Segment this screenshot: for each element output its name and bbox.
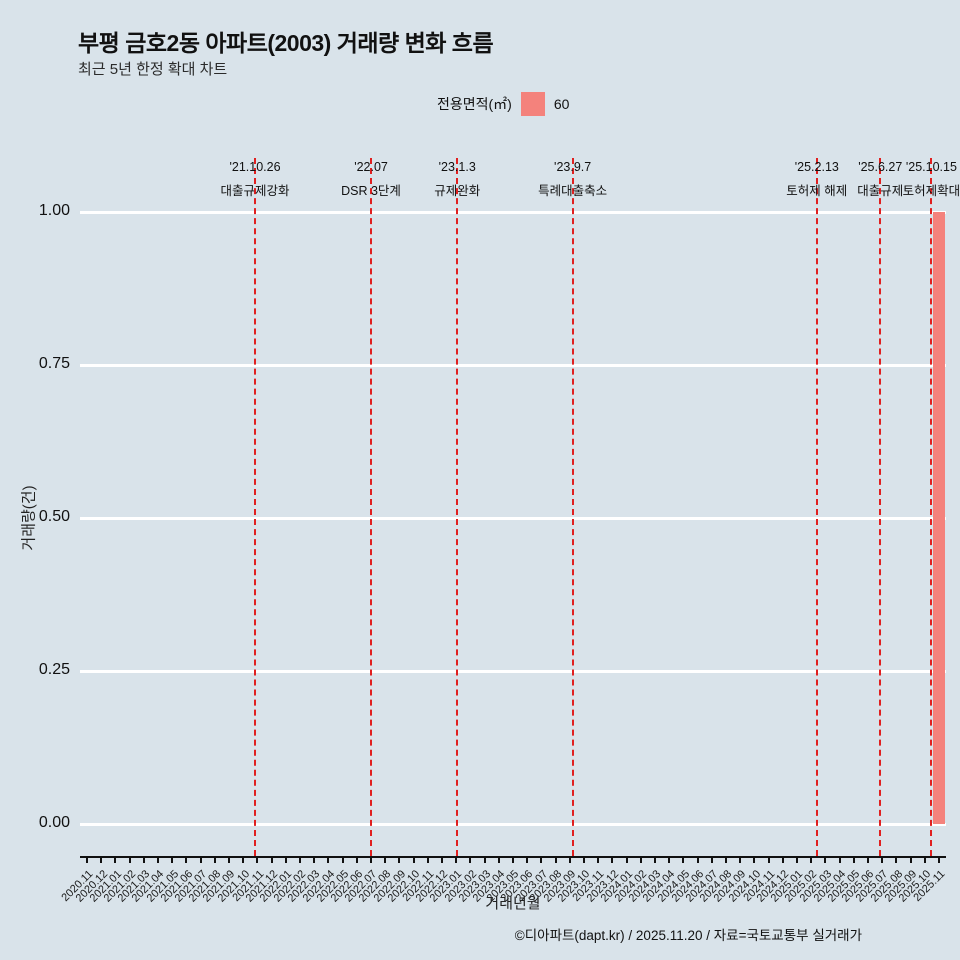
x-tick xyxy=(895,858,898,863)
x-tick xyxy=(682,858,685,863)
x-axis-title: 거래년월 xyxy=(485,895,541,912)
y-tick-label: 0.75 xyxy=(38,355,70,372)
x-tick xyxy=(625,858,628,863)
gridline xyxy=(80,210,946,214)
x-tick xyxy=(213,858,216,863)
x-tick xyxy=(355,858,358,863)
event-label: 대출규제 xyxy=(857,184,904,198)
event-date: '22.07 xyxy=(354,160,388,174)
gridline xyxy=(80,822,946,826)
x-tick xyxy=(739,858,742,863)
x-tick xyxy=(228,858,231,863)
legend-swatch xyxy=(520,92,545,116)
x-tick xyxy=(653,858,656,863)
x-axis: 2020.11 2020.12 2021.01 2021.02 2021.03 2021.… xyxy=(60,856,947,926)
chart-title: 부평 금호2동 아파트(2003) 거래량 변화 흐름 xyxy=(78,30,494,56)
x-tick xyxy=(398,858,401,863)
x-tick xyxy=(753,858,756,863)
x-tick xyxy=(668,858,671,863)
x-tick xyxy=(270,858,273,863)
x-tick xyxy=(86,858,89,863)
x-tick xyxy=(540,858,543,863)
event-label: DSR 3단계 xyxy=(341,184,401,198)
legend-title: 전용면적(㎡) xyxy=(437,96,512,112)
gridline xyxy=(80,516,946,520)
event-date: '21.10.26 xyxy=(229,160,281,174)
x-tick xyxy=(724,858,727,863)
x-tick xyxy=(639,858,642,863)
x-tick xyxy=(455,858,458,863)
bar xyxy=(932,212,945,824)
x-tick xyxy=(199,858,202,863)
event-date: '25.6.27 xyxy=(858,160,903,174)
x-tick xyxy=(909,858,912,863)
x-tick xyxy=(838,858,841,863)
x-tick xyxy=(483,858,486,863)
event-date: '25.2.13 xyxy=(794,160,839,174)
event-label: 토허제 해제 xyxy=(786,184,848,198)
event-label: 토허제확대 xyxy=(902,184,960,198)
x-tick xyxy=(157,858,160,863)
x-tick xyxy=(824,858,827,863)
x-tick xyxy=(412,858,415,863)
x-tick xyxy=(795,858,798,863)
x-tick xyxy=(597,858,600,863)
x-tick xyxy=(526,858,529,863)
x-tick xyxy=(370,858,373,863)
event-date: '25.10.15 xyxy=(905,160,957,174)
x-tick xyxy=(881,858,884,863)
y-tick-label: 0.50 xyxy=(38,508,70,525)
x-tick xyxy=(100,858,103,863)
x-tick xyxy=(611,858,614,863)
event-date: '23.1.3 xyxy=(438,160,476,174)
event-date: '23.9.7 xyxy=(554,160,592,174)
x-tick xyxy=(937,858,940,863)
x-tick xyxy=(441,858,444,863)
x-tick xyxy=(710,858,713,863)
gridline xyxy=(80,669,946,673)
x-tick xyxy=(256,858,259,863)
x-tick xyxy=(384,858,387,863)
x-tick xyxy=(497,858,500,863)
x-tick xyxy=(767,858,770,863)
y-tick-label: 0.25 xyxy=(38,661,70,678)
x-tick xyxy=(852,858,855,863)
x-tick xyxy=(512,858,514,863)
x-tick xyxy=(923,858,926,863)
legend-item-label: 60 xyxy=(553,96,570,112)
x-tick xyxy=(810,858,813,863)
x-tick xyxy=(696,858,699,863)
x-tick xyxy=(299,858,302,863)
x-tick xyxy=(568,858,571,863)
x-tick xyxy=(185,858,188,863)
credit-line: ©디아파트(dapt.kr) / 2025.11.20 / 자료=국토교통부 실… xyxy=(514,928,862,943)
y-tick-label: 0.00 xyxy=(38,814,70,831)
event-label: 특례대출축소 xyxy=(538,184,608,198)
chart-subtitle: 최근 5년 한정 확대 차트 xyxy=(78,61,228,78)
x-tick xyxy=(866,858,869,863)
x-tick xyxy=(554,858,557,863)
x-tick xyxy=(142,858,145,863)
y-tick-label: 1.00 xyxy=(38,202,70,219)
x-tick xyxy=(781,858,784,863)
x-tick xyxy=(171,858,174,863)
x-tick xyxy=(242,858,245,863)
x-tick xyxy=(128,858,131,863)
gridline xyxy=(80,363,946,367)
x-tick xyxy=(341,858,344,863)
x-tick xyxy=(114,858,117,863)
x-tick xyxy=(313,858,316,863)
x-tick xyxy=(284,858,287,863)
x-tick xyxy=(582,858,585,863)
x-tick xyxy=(327,858,330,863)
plot-area xyxy=(80,210,946,826)
x-tick xyxy=(426,858,429,863)
event-label: 규제완화 xyxy=(434,184,481,198)
legend: 전용면적(㎡) 60 xyxy=(437,92,569,116)
event-label: 대출규제강화 xyxy=(220,184,290,198)
x-tick xyxy=(469,858,472,863)
